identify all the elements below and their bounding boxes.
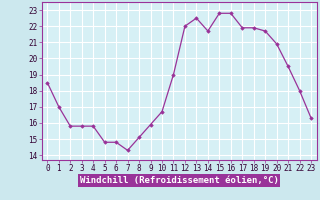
X-axis label: Windchill (Refroidissement éolien,°C): Windchill (Refroidissement éolien,°C): [80, 176, 279, 185]
